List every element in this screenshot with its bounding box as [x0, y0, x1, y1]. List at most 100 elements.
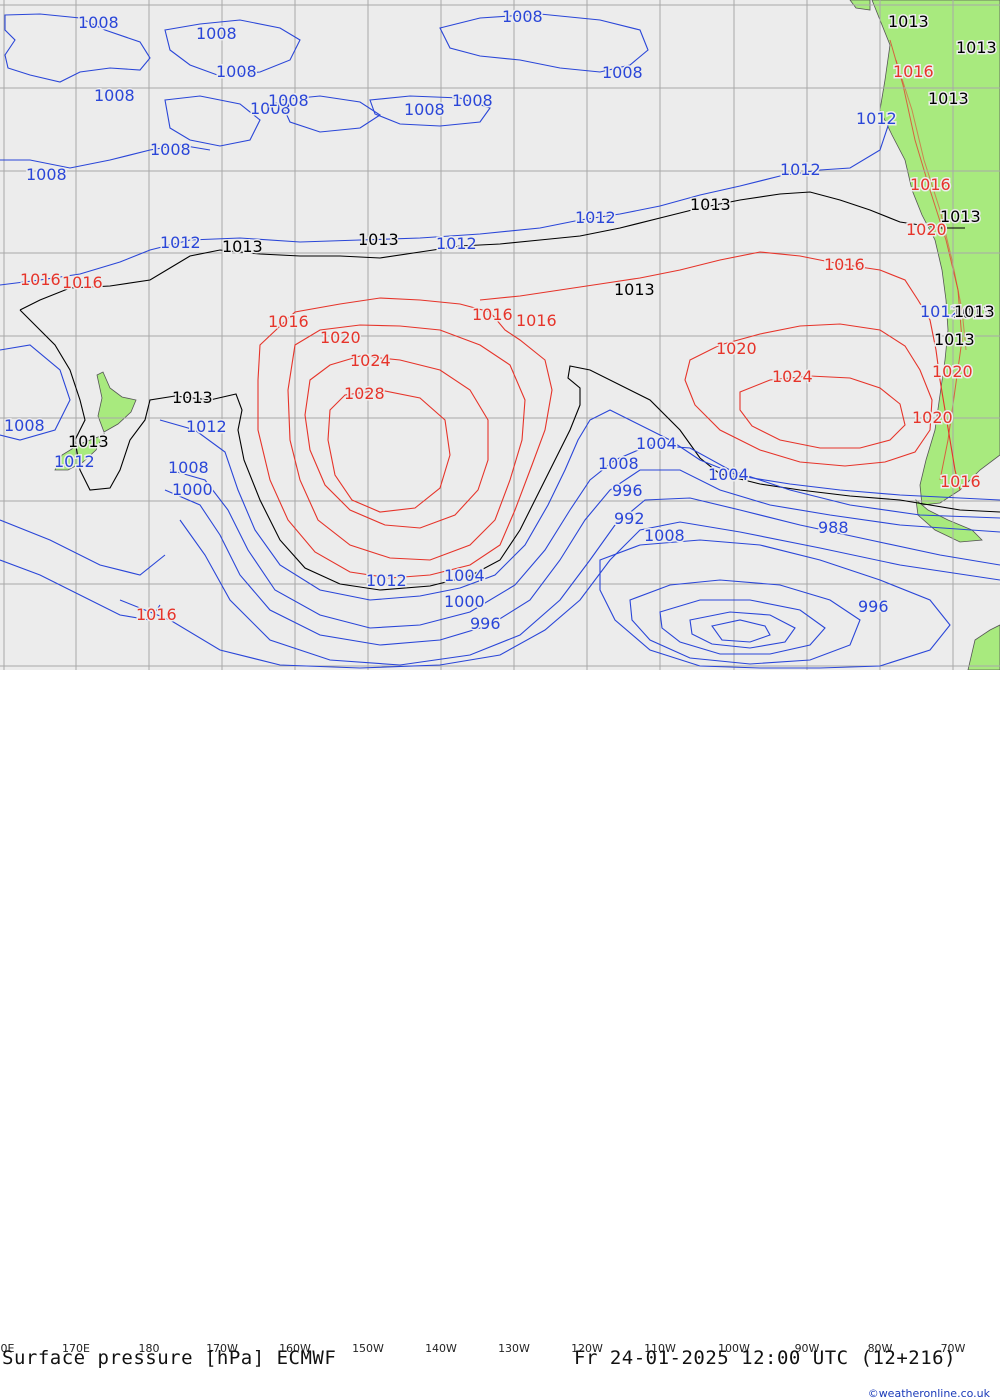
- isobar-label: 1008: [452, 91, 493, 110]
- isobar-1000-southwest: [0, 519, 166, 576]
- isobar-984-low: [659, 599, 826, 655]
- isobar-label: 1013: [928, 89, 969, 108]
- isobar-label: 1000: [172, 480, 213, 499]
- isobar-label: 996: [858, 597, 889, 616]
- isobar-label: 1008: [268, 91, 309, 110]
- isobar-label: 1016: [824, 255, 865, 274]
- isobar-label: 1012: [575, 208, 616, 227]
- nz-south-island: [54, 433, 105, 471]
- isobar-988-low: [629, 579, 861, 665]
- isobar-1013-south: [19, 309, 1000, 591]
- isobar-label: 1024: [350, 351, 391, 370]
- isobar-label: 1012: [856, 109, 897, 128]
- isobar-label: 1008: [602, 63, 643, 82]
- isobar-1008-tropical-c: [439, 13, 649, 73]
- isobar-label: 1013: [954, 302, 995, 321]
- isobar-1024-central: [304, 355, 489, 529]
- andes-high-terrain: [889, 39, 963, 481]
- isobar-1024-east: [739, 375, 906, 449]
- isobar-label: 1004: [636, 434, 677, 453]
- isobar-label: 1013: [934, 330, 975, 349]
- isobar-label: 1016: [62, 273, 103, 292]
- isobar-1008-tropical-f: [369, 95, 491, 127]
- isobar-label: 1012: [780, 160, 821, 179]
- isobar-label: 996: [470, 614, 501, 633]
- isobar-label: 1016: [893, 62, 934, 81]
- longitude-tick-label: 150W: [352, 1342, 384, 1355]
- isobar-980-low: [689, 611, 796, 649]
- isobar-label: 1016: [940, 472, 981, 491]
- isobar-label: 1016: [472, 305, 513, 324]
- isobar-1012-north: [0, 119, 891, 286]
- isobar-1008-south: [0, 344, 71, 441]
- isobar-992-low: [599, 539, 951, 669]
- isobar-label: 1008: [216, 62, 257, 81]
- antarctic-peninsula: [967, 624, 1000, 671]
- isobar-label: 1016: [268, 312, 309, 331]
- credit-link[interactable]: ©weatheronline.co.uk: [867, 1387, 990, 1400]
- isobar-1008-southern-band: [169, 444, 1000, 629]
- isobar-label: 1008: [94, 86, 135, 105]
- isobar-1028-central: [327, 389, 451, 513]
- isobar-label: 1008: [598, 454, 639, 473]
- isobar-label: 1013: [888, 12, 929, 31]
- nz-north-island: [96, 371, 137, 433]
- isobar-label: 1024: [772, 367, 813, 386]
- pressure-map: 1008 1008 1008 1008 1008 1008 1008 1008 1008 1008…: [0, 0, 1000, 671]
- isobar-label: 1020: [912, 408, 953, 427]
- isobar-label: 1020: [906, 220, 947, 239]
- isobar-label: 1008: [250, 99, 291, 118]
- south-america-land: [871, 0, 1000, 506]
- isobar-label: 1013: [956, 38, 997, 57]
- isobar-label: 1008: [26, 165, 67, 184]
- isobar-label: 1016: [20, 270, 61, 289]
- isobar-976-low: [711, 619, 771, 643]
- isobar-label: 1008: [644, 526, 685, 545]
- isobar-1020-central: [287, 324, 526, 561]
- isobar-label: 1013: [68, 432, 109, 451]
- isobar-1008-tropical-d: [164, 95, 261, 147]
- isobar-1004-south: [164, 469, 1000, 646]
- longitude-tick-label: 130W: [498, 1342, 530, 1355]
- isobar-label: 1013: [952, 303, 993, 322]
- isobar-1008-tropical-a: [4, 13, 151, 83]
- longitude-tick-label: 140W: [425, 1342, 457, 1355]
- isobar-label: 1008: [404, 100, 445, 119]
- isobar-1020-east: [684, 323, 933, 467]
- isobar-label: 996: [612, 481, 643, 500]
- isobar-label: 1008: [150, 140, 191, 159]
- isobar-label: 1013: [222, 237, 263, 256]
- isobar-996-southwest: [0, 559, 161, 621]
- isobar-label: 1008: [502, 7, 543, 26]
- isobar-label: 1028: [344, 384, 385, 403]
- isobar-label: 1012: [54, 452, 95, 471]
- isobar-1000-south: [179, 497, 1000, 666]
- isobar-label: 1008: [4, 416, 45, 435]
- isobar-996-south: [119, 521, 1000, 669]
- isobar-label: 1004: [708, 465, 749, 484]
- isobar-label: 1013: [358, 230, 399, 249]
- isobar-label: 988: [818, 518, 849, 537]
- isobar-label: 1008: [196, 24, 237, 43]
- isobar-label: 1013: [614, 280, 655, 299]
- isobar-label: 1012: [920, 302, 961, 321]
- isobar-label: 1004: [444, 566, 485, 585]
- isobar-label: 1020: [320, 328, 361, 347]
- isobar-label: 1013: [172, 388, 213, 407]
- isobar-1008-tropical-g: [0, 144, 211, 169]
- chart-title: Surface pressure [hPa] ECMWF: [2, 1347, 337, 1369]
- isobar-label: 1016: [910, 175, 951, 194]
- isobar-1013-north: [19, 191, 965, 311]
- isobar-label: 1012: [160, 233, 201, 252]
- andes-high-terrain-2: [895, 59, 967, 351]
- isobar-label: 1020: [932, 362, 973, 381]
- isobar-label: 1016: [516, 311, 557, 330]
- isobar-label: 1016: [136, 605, 177, 624]
- isobar-label: 1012: [436, 234, 477, 253]
- isobar-1008-tropical-b: [164, 19, 301, 77]
- isobar-label: 1012: [186, 417, 227, 436]
- isobar-1008-tropical-e: [279, 95, 382, 133]
- tierra-del-fuego: [915, 499, 983, 543]
- isobar-label: 992: [614, 509, 645, 528]
